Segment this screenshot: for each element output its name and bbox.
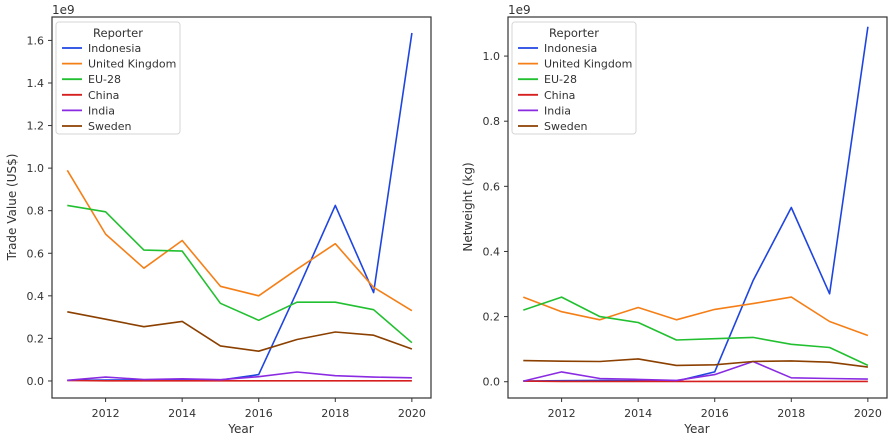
trade-value-y-tick-label: 1.4 <box>27 77 45 90</box>
netweight-series-line-indonesia <box>523 26 869 382</box>
trade-value-y-tick-label: 1.6 <box>27 34 45 47</box>
netweight-y-tick-label: 0.2 <box>483 311 501 324</box>
trade-value-series-line-sweden <box>67 311 413 353</box>
trade-value-y-axis-label: Trade Value (US$) <box>5 154 19 262</box>
netweight-y-tick-label: 0.4 <box>483 245 501 258</box>
trade-value-y-tick-label: 0.8 <box>27 205 45 218</box>
netweight-y-tick-label: 1.0 <box>483 50 501 63</box>
netweight-y-tick-label: 0.6 <box>483 180 501 193</box>
netweight-legend-label-eu-28: EU-28 <box>544 73 577 86</box>
trade-value-legend-label-india: India <box>88 104 115 117</box>
trade-value-panel: 1e9 Year Trade Value (US$) 2012 2014 2016 2… <box>5 3 432 436</box>
netweight-series-line-india <box>523 360 868 382</box>
netweight-x-tick-label: 2016 <box>701 407 729 420</box>
netweight-x-tick-label: 2014 <box>624 407 652 420</box>
trade-value-y-tick-label: 0.2 <box>27 332 45 345</box>
trade-value-y-tick-label: 1.0 <box>27 162 45 175</box>
netweight-y-axis-label: Netweight (kg) <box>461 162 475 251</box>
netweight-legend-title: Reporter <box>549 26 599 40</box>
trade-value-x-tick-label: 2020 <box>398 407 426 420</box>
netweight-legend-label-sweden: Sweden <box>544 120 587 133</box>
netweight-legend-label-india: India <box>544 104 571 117</box>
trade-value-legend-label-sweden: Sweden <box>88 120 131 133</box>
netweight-ticks: 2012 2014 2016 2018 2020 0.0 0.2 0.4 0.6 0.8 1.0 <box>483 50 882 420</box>
trade-value-legend-label-united-kingdom: United Kingdom <box>88 58 176 71</box>
trade-value-y-tick-label: 0.0 <box>27 375 45 388</box>
trade-value-y-tick-label: 1.2 <box>27 120 45 133</box>
trade-value-x-tick-label: 2016 <box>245 407 273 420</box>
trade-value-legend-label-eu-28: EU-28 <box>88 73 121 86</box>
trade-value-ticks: 2012 2014 2016 2018 2020 0.0 0.2 0.4 0.6 0.8 1.0 1.… <box>27 34 426 420</box>
netweight-series-line-sweden <box>523 358 869 368</box>
netweight-series-line-eu-28 <box>523 296 869 367</box>
netweight-series-line-united-kingdom <box>523 296 869 337</box>
trade-value-x-axis-label: Year <box>227 422 253 436</box>
netweight-x-axis-label: Year <box>683 422 709 436</box>
trade-value-series-line-united-kingdom <box>66 169 413 312</box>
trade-value-legend: Reporter Indonesia United Kingdom EU-28 Chi… <box>55 21 181 135</box>
trade-value-series-lines <box>66 32 413 382</box>
trade-value-legend-label-indonesia: Indonesia <box>88 42 141 55</box>
netweight-series-lines <box>523 26 869 383</box>
trade-value-y-tick-label: 0.6 <box>27 247 45 260</box>
netweight-x-tick-label: 2020 <box>854 407 882 420</box>
trade-value-y-tick-label: 0.4 <box>27 290 45 303</box>
netweight-x-tick-label: 2018 <box>777 407 805 420</box>
netweight-y-tick-label: 0.0 <box>483 376 501 389</box>
trade-value-legend-label-china: China <box>88 89 119 102</box>
netweight-offset-label: 1e9 <box>508 3 531 17</box>
trade-value-series-line-eu-28 <box>67 204 413 344</box>
netweight-y-tick-label: 0.8 <box>483 115 501 128</box>
netweight-legend: Reporter Indonesia United Kingdom EU-28 Chi… <box>511 21 637 135</box>
trade-value-offset-label: 1e9 <box>52 3 75 17</box>
trade-value-legend-title: Reporter <box>93 26 143 40</box>
netweight-x-tick-label: 2012 <box>548 407 576 420</box>
trade-value-x-tick-label: 2012 <box>92 407 120 420</box>
trade-value-legend-box <box>55 21 181 135</box>
netweight-legend-box <box>511 21 637 135</box>
netweight-legend-label-united-kingdom: United Kingdom <box>544 58 632 71</box>
trade-value-x-tick-label: 2014 <box>168 407 196 420</box>
trade-value-series-line-india <box>67 371 412 382</box>
trade-value-x-tick-label: 2018 <box>321 407 349 420</box>
netweight-legend-label-indonesia: Indonesia <box>544 42 597 55</box>
netweight-legend-label-china: China <box>544 89 575 102</box>
netweight-panel: 1e9 Year Netweight (kg) 2012 2014 2016 2018… <box>461 3 888 436</box>
